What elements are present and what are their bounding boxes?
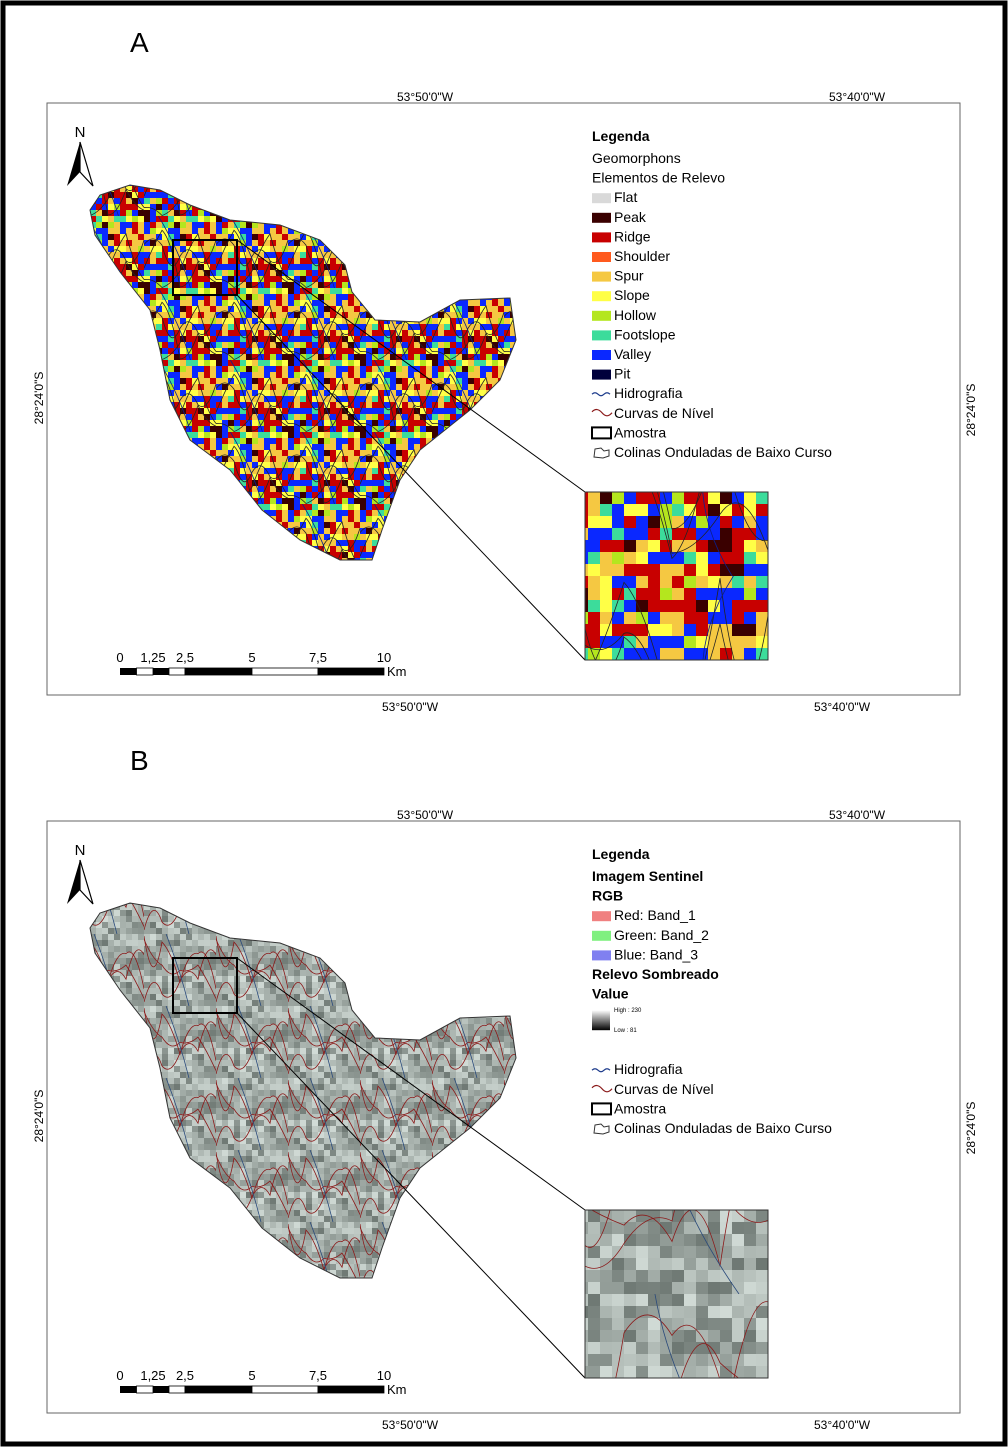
legend-text: Red: Band_1 bbox=[614, 907, 696, 923]
coord-bottom: 53°50'0"W bbox=[382, 1418, 439, 1432]
scale-unit: Km bbox=[387, 664, 407, 679]
legend-text: Flat bbox=[614, 189, 637, 205]
scale-label: 7,5 bbox=[309, 650, 327, 665]
scale-segment bbox=[318, 668, 384, 675]
scale-segment bbox=[252, 1386, 318, 1393]
panel-label: B bbox=[130, 745, 149, 776]
legend-text: Slope bbox=[614, 287, 650, 303]
scale-label: 5 bbox=[248, 1368, 255, 1383]
legend-text: Footslope bbox=[614, 326, 676, 342]
coord-left: 28°24'0"S bbox=[32, 372, 46, 425]
scale-segment bbox=[120, 668, 137, 675]
legend-text: Ridge bbox=[614, 228, 651, 244]
legend-text: Value bbox=[592, 986, 629, 1002]
legend-swatch bbox=[592, 232, 611, 242]
legend-swatch bbox=[592, 252, 611, 262]
legend-text: Imagem Sentinel bbox=[592, 868, 703, 884]
legend-text: RGB bbox=[592, 888, 623, 904]
scale-segment bbox=[137, 1386, 154, 1393]
coord-top: 53°40'0"W bbox=[829, 808, 886, 822]
coord-top: 53°40'0"W bbox=[829, 90, 886, 104]
scale-label: 10 bbox=[377, 1368, 391, 1383]
ramp-label: High : 230 bbox=[614, 1008, 642, 1014]
coord-bottom: 53°40'0"W bbox=[814, 1418, 871, 1432]
scale-segment bbox=[153, 668, 169, 675]
scale-segment bbox=[318, 1386, 384, 1393]
legend-swatch bbox=[592, 213, 611, 223]
scale-label: 2,5 bbox=[176, 650, 194, 665]
legend-text: Valley bbox=[614, 346, 651, 362]
scale-segment bbox=[185, 1386, 252, 1393]
scale-segment bbox=[153, 1386, 169, 1393]
legend-text: Hollow bbox=[614, 307, 657, 323]
scale-segment bbox=[169, 1386, 185, 1393]
scale-label: 0 bbox=[116, 650, 123, 665]
coord-top: 53°50'0"W bbox=[397, 808, 454, 822]
legend-text: Curvas de Nível bbox=[614, 405, 714, 421]
scale-segment bbox=[252, 668, 318, 675]
coord-bottom: 53°50'0"W bbox=[382, 700, 439, 714]
legend-text: Legenda bbox=[592, 128, 650, 144]
legend-text: Relevo Sombreado bbox=[592, 966, 719, 982]
legend-text: Colinas Onduladas de Baixo Curso bbox=[614, 1120, 832, 1136]
scale-segment bbox=[185, 668, 252, 675]
legend-swatch bbox=[592, 193, 611, 203]
legend-text: Green: Band_2 bbox=[614, 927, 709, 943]
scale-label: 5 bbox=[248, 650, 255, 665]
panel-label: A bbox=[130, 27, 149, 58]
scale-label: 0 bbox=[116, 1368, 123, 1383]
ramp-swatch bbox=[592, 1010, 610, 1030]
scale-unit: Km bbox=[387, 1382, 407, 1397]
scale-label: 7,5 bbox=[309, 1368, 327, 1383]
coord-right: 28°24'0"S bbox=[964, 1102, 978, 1155]
inset-map bbox=[585, 492, 768, 660]
coord-right: 28°24'0"S bbox=[964, 384, 978, 437]
legend-text: Curvas de Nível bbox=[614, 1081, 714, 1097]
legend-text: Amostra bbox=[614, 1100, 666, 1116]
scale-label: 10 bbox=[377, 650, 391, 665]
legend-text: Shoulder bbox=[614, 248, 670, 264]
legend-swatch bbox=[592, 931, 611, 941]
legend-text: Hidrografia bbox=[614, 385, 683, 401]
scale-label: 1,25 bbox=[140, 1368, 165, 1383]
legend-text: Geomorphons bbox=[592, 150, 681, 166]
north-label: N bbox=[75, 124, 86, 141]
scale-segment bbox=[137, 668, 154, 675]
scale-segment bbox=[169, 668, 185, 675]
scale-label: 2,5 bbox=[176, 1368, 194, 1383]
legend-swatch bbox=[592, 370, 611, 380]
coord-left: 28°24'0"S bbox=[32, 1090, 46, 1143]
legend-swatch bbox=[592, 272, 611, 282]
legend-text: Blue: Band_3 bbox=[614, 946, 698, 962]
figure: A 53°50'0"W 53°40'0"W 53°50'0"W 53°40'0"W 28°… bbox=[0, 0, 1008, 1447]
north-label: N bbox=[75, 842, 86, 859]
legend-text: Hidrografia bbox=[614, 1061, 683, 1077]
legend-text: Amostra bbox=[614, 424, 666, 440]
legend-swatch bbox=[592, 330, 611, 340]
scale-segment bbox=[120, 1386, 137, 1393]
legend-swatch bbox=[592, 350, 611, 360]
inset-map bbox=[585, 1210, 768, 1378]
legend-text: Colinas Onduladas de Baixo Curso bbox=[614, 444, 832, 460]
legend-text: Spur bbox=[614, 268, 644, 284]
legend-text: Pit bbox=[614, 366, 630, 382]
coord-top: 53°50'0"W bbox=[397, 90, 454, 104]
legend-swatch bbox=[592, 291, 611, 301]
scale-label: 1,25 bbox=[140, 650, 165, 665]
legend-swatch bbox=[592, 950, 611, 960]
legend-text: Elementos de Relevo bbox=[592, 170, 725, 186]
legend-swatch bbox=[592, 311, 611, 321]
coord-bottom: 53°40'0"W bbox=[814, 700, 871, 714]
legend-text: Legenda bbox=[592, 846, 650, 862]
legend-swatch bbox=[592, 911, 611, 921]
legend-text: Peak bbox=[614, 209, 647, 225]
ramp-label: Low : 81 bbox=[614, 1028, 637, 1034]
